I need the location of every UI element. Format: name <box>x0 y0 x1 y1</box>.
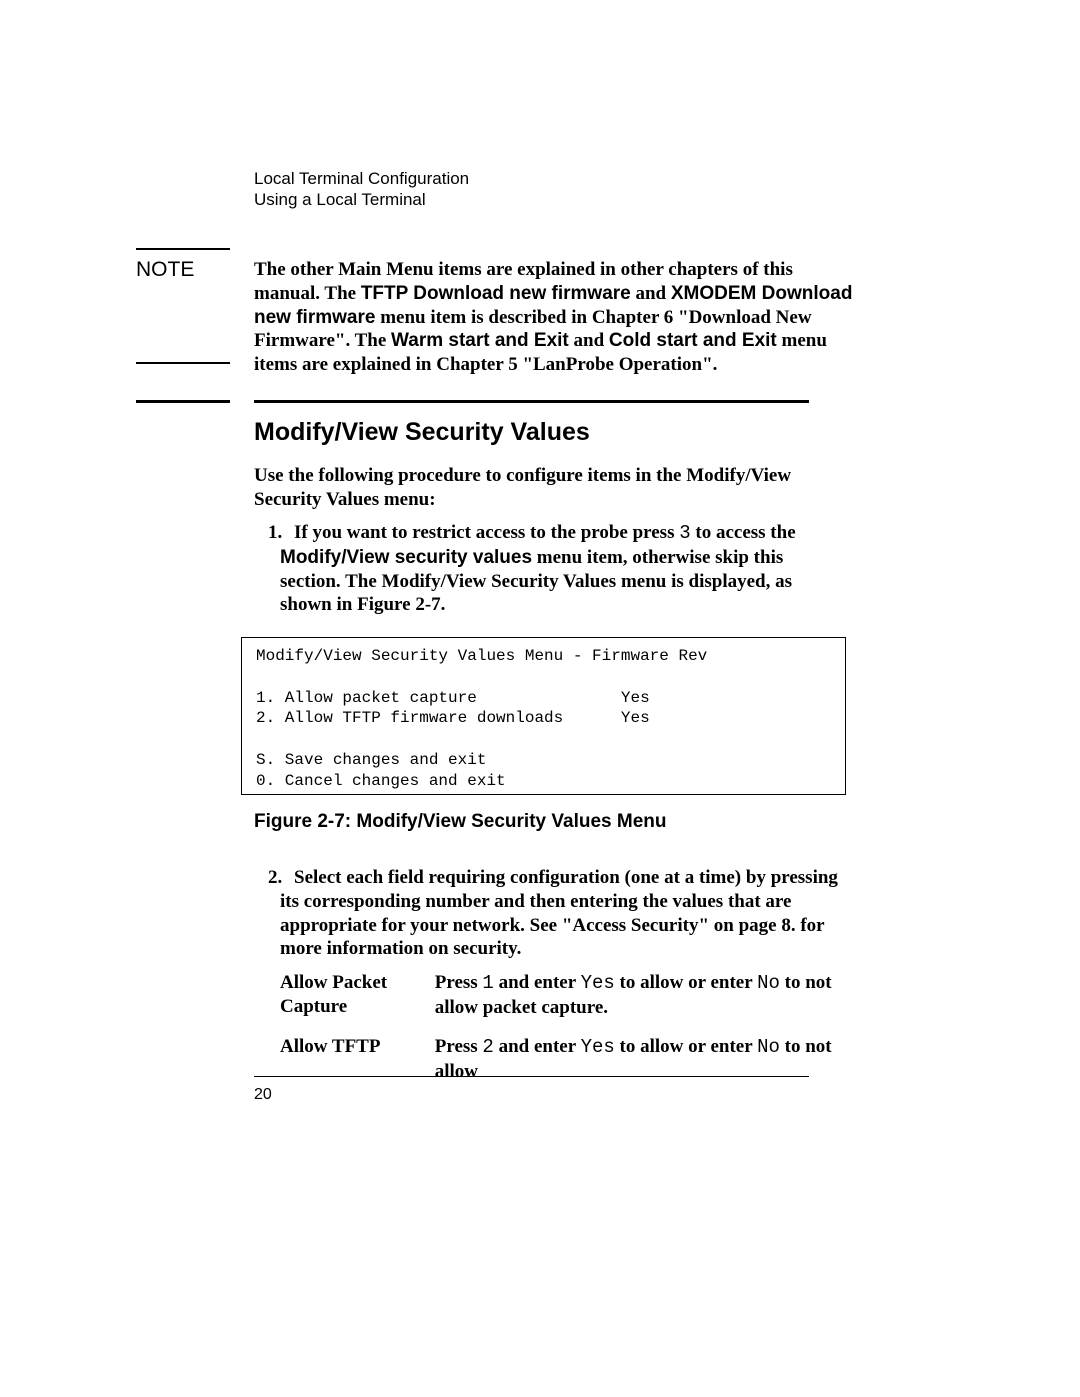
def-body-1: Press 1 and enter Yes to allow or enter … <box>435 971 835 1020</box>
step-1-text-b: to access the <box>691 522 796 543</box>
figure-caption: Figure 2-7: Modify/View Security Values … <box>254 811 666 833</box>
note-bold-b: TFTP Download new firmware <box>361 283 631 304</box>
step-2-text: Select each field requiring configuratio… <box>280 867 838 959</box>
page-number: 20 <box>254 1086 272 1104</box>
def-allow-packet-capture: Allow Packet Capture Press 1 and enter Y… <box>280 971 850 1020</box>
d2f: No <box>757 1036 780 1058</box>
step-1-bold: Modify/View security values <box>280 547 532 568</box>
menu-row-3: S. Save changes and exit <box>256 750 831 771</box>
menu-blank <box>256 667 831 688</box>
note-bold-h: Cold start and Exit <box>609 330 777 351</box>
note-rule-top <box>136 248 230 250</box>
section-rule-right <box>254 400 809 403</box>
d2e: to allow or enter <box>615 1036 757 1057</box>
d2b: 2 <box>482 1036 493 1058</box>
def-term-1: Allow Packet Capture <box>280 971 430 1019</box>
running-header: Local Terminal Configuration Using a Loc… <box>254 168 469 211</box>
header-line-2: Using a Local Terminal <box>254 189 469 210</box>
section-rule-left <box>136 400 230 403</box>
step-1-key: 3 <box>679 522 690 544</box>
note-label: NOTE <box>136 258 194 282</box>
footer-rule <box>254 1076 809 1077</box>
note-rule-bottom <box>136 362 230 364</box>
note-text-c: and <box>631 283 671 304</box>
security-menu-box: Modify/View Security Values Menu - Firmw… <box>241 637 846 795</box>
d2a: Press <box>435 1036 483 1057</box>
menu-blank2 <box>256 729 831 750</box>
step-1-number: 1. <box>268 521 282 545</box>
d1e: to allow or enter <box>615 972 757 993</box>
d1c: and enter <box>494 972 581 993</box>
menu-row-1: 1. Allow packet capture Yes <box>256 688 831 709</box>
menu-title: Modify/View Security Values Menu - Firmw… <box>256 646 831 667</box>
def-term-2: Allow TFTP <box>280 1035 430 1059</box>
d1a: Press <box>435 972 483 993</box>
d1f: No <box>757 972 780 994</box>
section-intro: Use the following procedure to configure… <box>254 464 834 512</box>
menu-row-2: 2. Allow TFTP firmware downloads Yes <box>256 708 831 729</box>
d1d: Yes <box>581 972 615 994</box>
note-body: The other Main Menu items are explained … <box>254 258 854 377</box>
d2d: Yes <box>581 1036 615 1058</box>
note-text-g: and <box>569 330 609 351</box>
section-heading: Modify/View Security Values <box>254 418 590 447</box>
step-1: 1. If you want to restrict access to the… <box>280 521 840 617</box>
page: Local Terminal Configuration Using a Loc… <box>0 0 1080 1397</box>
menu-row-4: 0. Cancel changes and exit <box>256 771 831 792</box>
step-1-text-a: If you want to restrict access to the pr… <box>294 522 679 543</box>
d2c: and enter <box>494 1036 581 1057</box>
step-2-number: 2. <box>268 866 282 890</box>
step-2: 2. Select each field requiring configura… <box>280 866 845 961</box>
d1b: 1 <box>482 972 493 994</box>
header-line-1: Local Terminal Configuration <box>254 168 469 189</box>
note-bold-f: Warm start and Exit <box>391 330 569 351</box>
